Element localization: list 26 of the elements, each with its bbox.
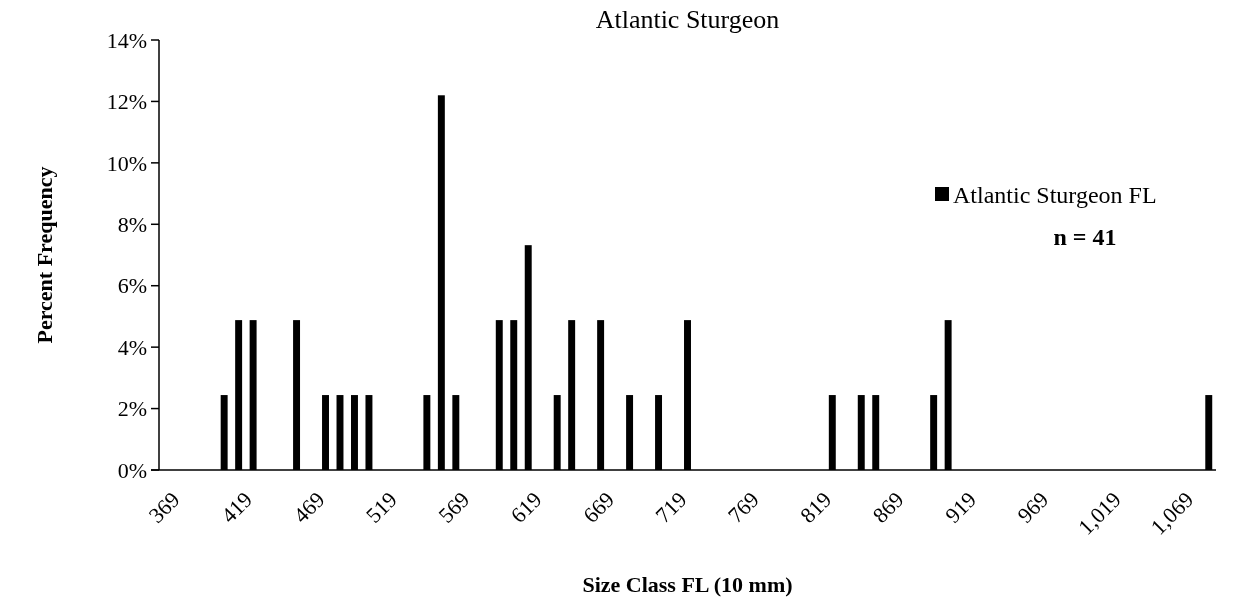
y-tick-label: 12% xyxy=(106,89,147,115)
x-tick-label: 919 xyxy=(940,486,982,528)
x-tick-label: 519 xyxy=(360,486,402,528)
x-tick-label: 619 xyxy=(505,486,547,528)
chart-title: Atlantic Sturgeon xyxy=(595,5,780,34)
y-axis-title: Percent Frequency xyxy=(32,166,57,344)
x-tick-label: 969 xyxy=(1012,486,1054,528)
x-tick-label: 869 xyxy=(867,486,909,528)
x-axis-title: Size Class FL (10 mm) xyxy=(582,572,793,597)
y-tick-label: 14% xyxy=(106,27,147,53)
x-tick-label: 769 xyxy=(722,486,764,528)
x-tick-label: 669 xyxy=(578,486,620,528)
annotation: n = 41 xyxy=(1053,224,1117,250)
y-tick-label: 6% xyxy=(117,273,147,299)
x-tick-label: 719 xyxy=(650,486,692,528)
x-tick-label: 469 xyxy=(288,486,330,528)
y-tick-label: 4% xyxy=(117,334,147,360)
x-tick-label: 369 xyxy=(143,486,185,528)
y-tick-label: 2% xyxy=(117,396,147,422)
y-tick-label: 0% xyxy=(117,457,147,483)
x-tick-label: 819 xyxy=(795,486,837,528)
y-tick-label: 10% xyxy=(106,150,147,176)
legend-label: Atlantic Sturgeon FL xyxy=(953,182,1157,209)
y-tick-label: 8% xyxy=(117,211,147,237)
x-tick-label: 569 xyxy=(433,486,475,528)
x-tick-label: 419 xyxy=(216,486,258,528)
